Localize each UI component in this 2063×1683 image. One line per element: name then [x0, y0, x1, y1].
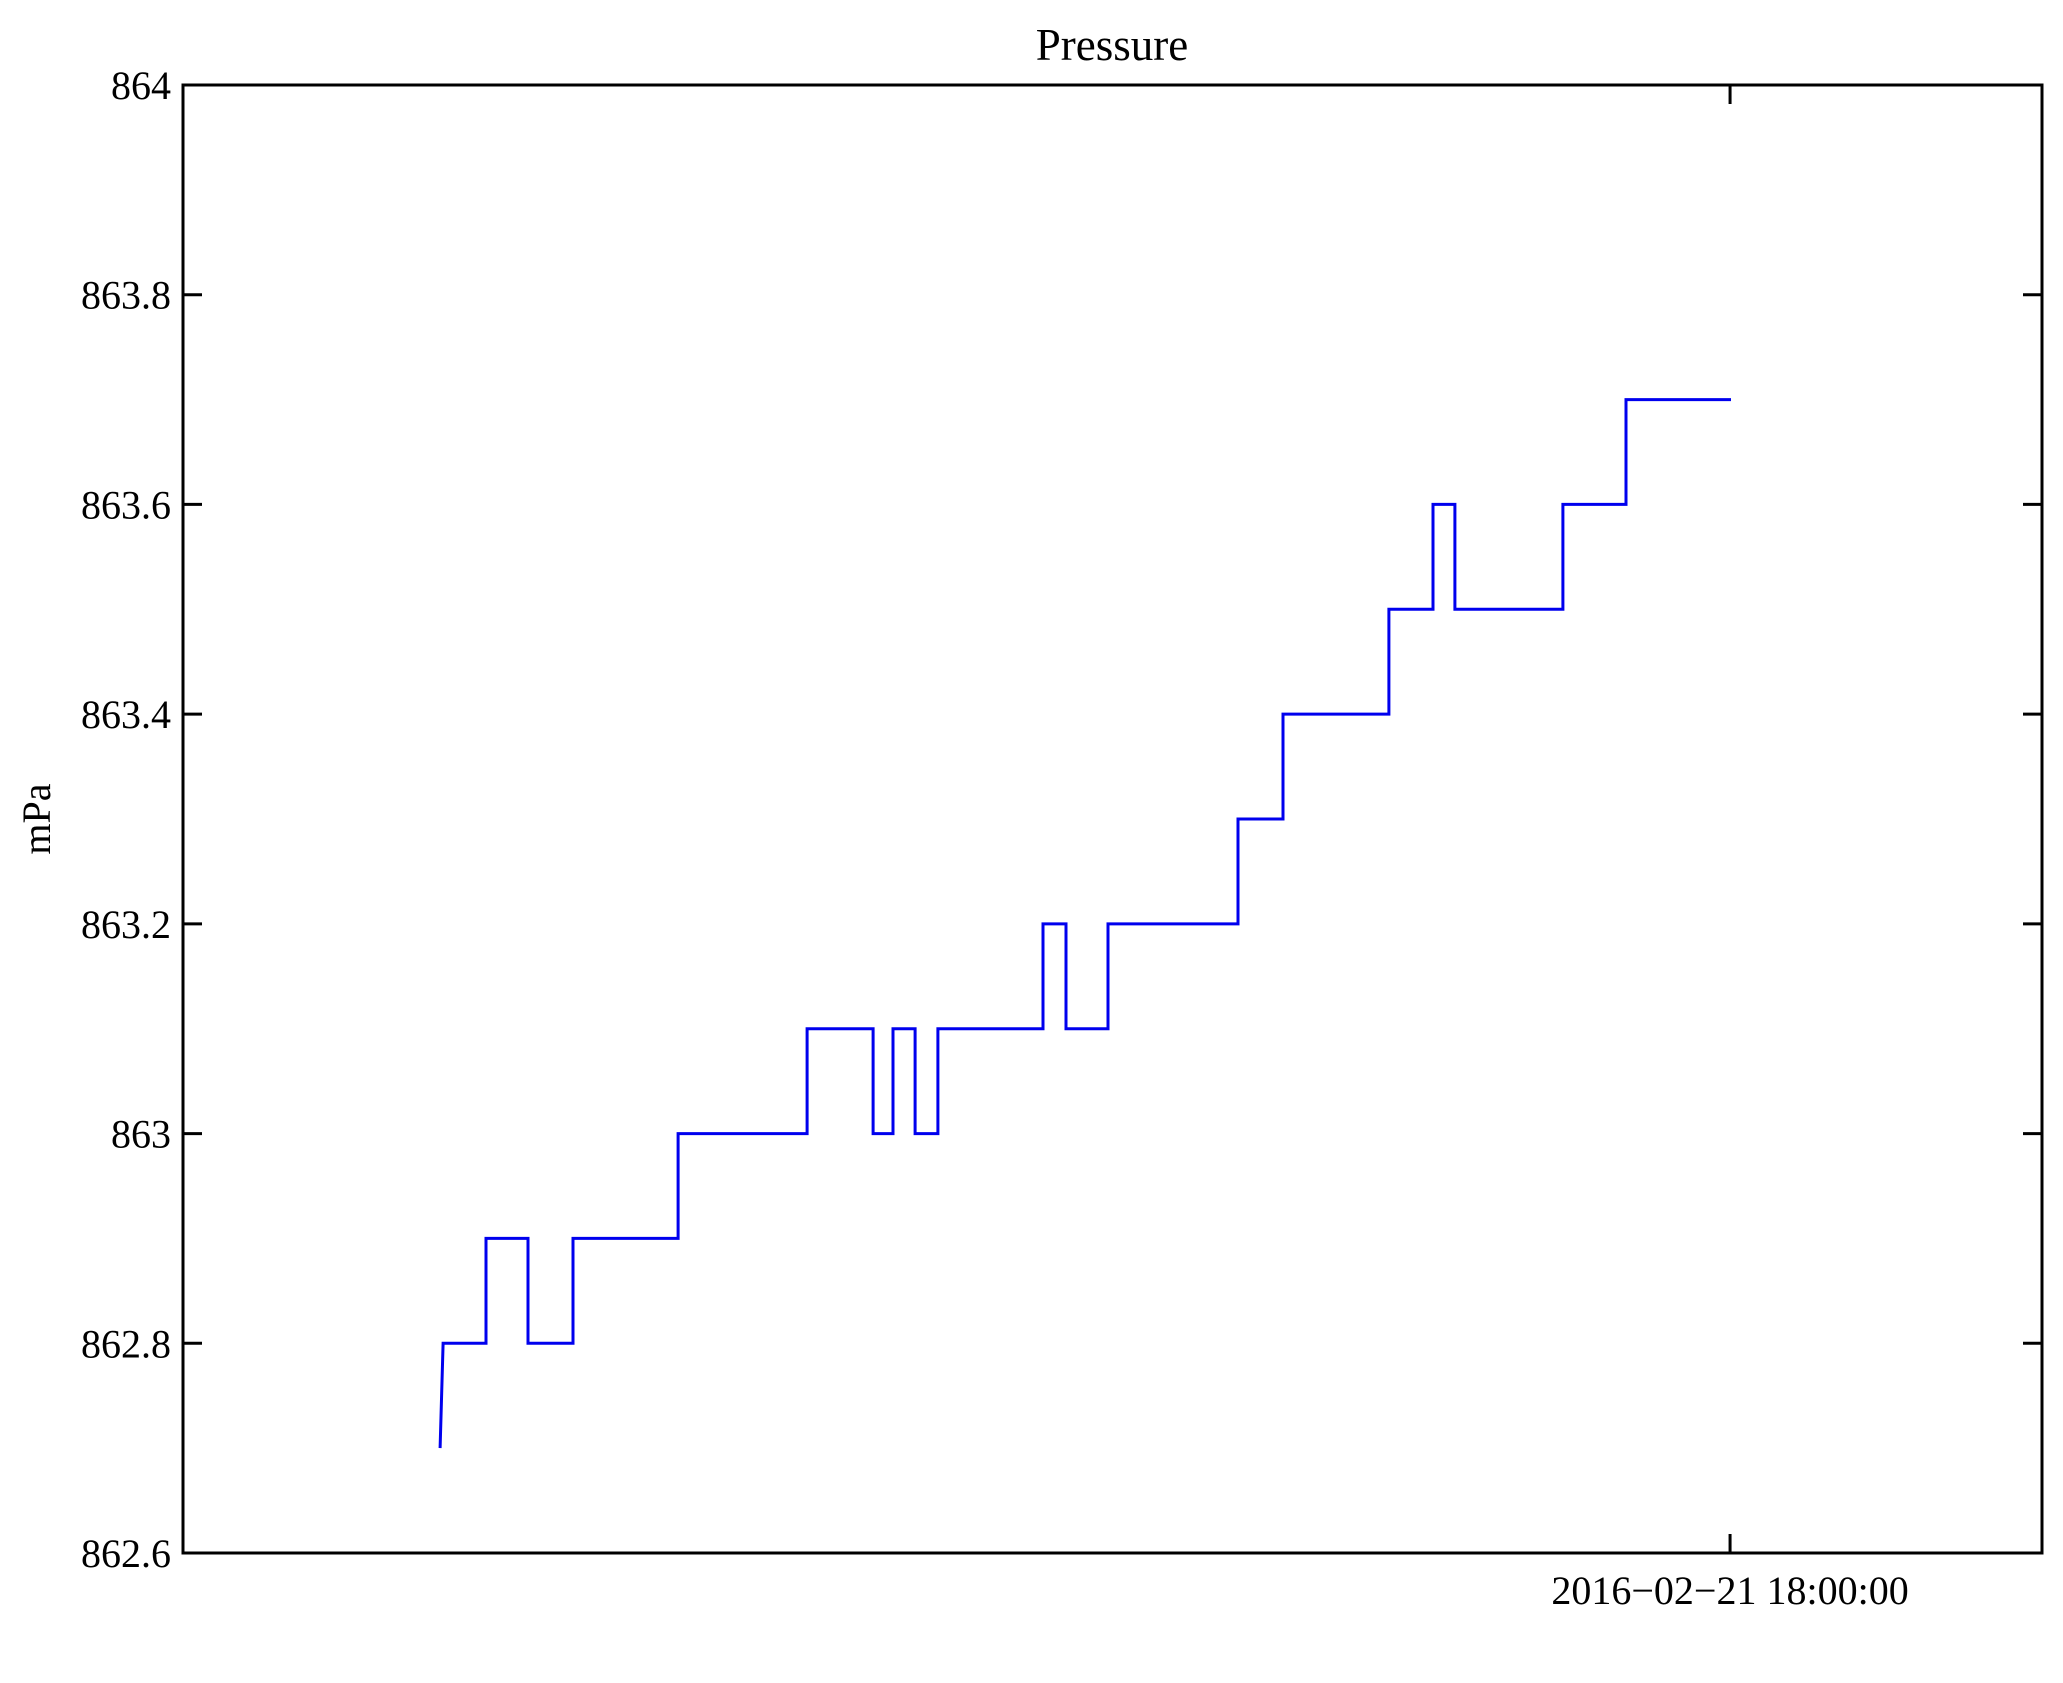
y-tick-label: 864 [111, 63, 171, 108]
pressure-series [438, 398, 1731, 1449]
y-tick-label: 862.6 [81, 1531, 171, 1576]
x-tick-label: 2016−02−21 18:00:00 [1551, 1568, 1908, 1613]
y-tick-label: 863.6 [81, 482, 171, 527]
y-tick-label: 863.2 [81, 902, 171, 947]
plot-frame [181, 83, 2044, 1555]
chart-title: Pressure [1036, 20, 1188, 70]
y-tick-labels: 864 863.8 863.6 863.4 863.2 863 862.8 862.6 [81, 63, 171, 1576]
y-tick-label: 863.8 [81, 273, 171, 318]
y-axis-label: mPa [14, 783, 59, 854]
y-tick-label: 863.4 [81, 692, 171, 737]
y-tick-label: 862.8 [81, 1321, 171, 1366]
tick-marks [183, 83, 2042, 1555]
y-tick-label: 863 [111, 1112, 171, 1157]
